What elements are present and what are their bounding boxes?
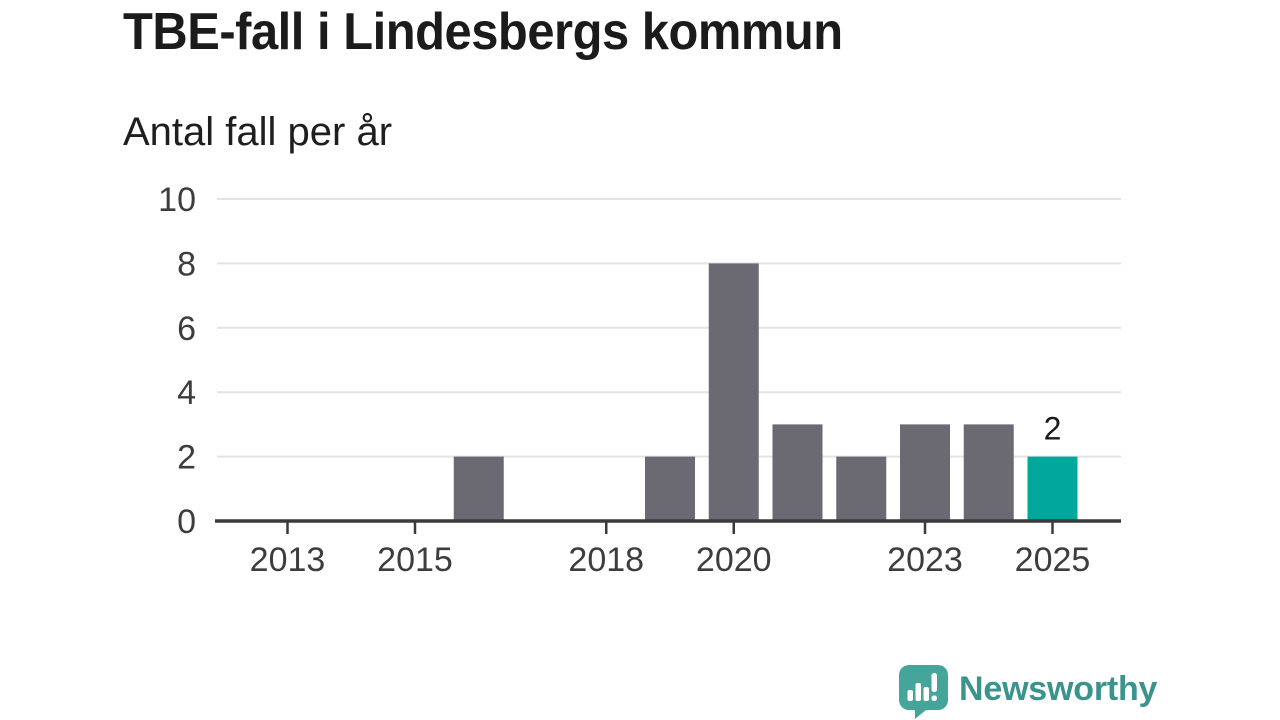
bar-2020 xyxy=(708,263,759,521)
x-axis-tick-label: 2015 xyxy=(377,541,453,579)
bar-2019 xyxy=(645,456,695,521)
bar-2022 xyxy=(836,456,887,521)
y-axis-tick-label: 10 xyxy=(158,181,196,219)
x-axis-tick-label: 2020 xyxy=(696,541,772,579)
bar-2023 xyxy=(900,424,950,521)
y-axis-tick-label: 8 xyxy=(177,245,196,283)
newsworthy-wordmark: Newsworthy xyxy=(959,670,1158,708)
bar-value-label: 2 xyxy=(1044,411,1062,447)
bar-2016 xyxy=(453,456,504,521)
chart-title: TBE-fall i Lindesbergs kommun xyxy=(123,3,843,61)
y-axis-tick-label: 6 xyxy=(177,310,196,348)
newsworthy-bubble-chart-icon xyxy=(899,665,948,719)
x-axis-tick-label: 2013 xyxy=(250,541,326,579)
chart-subtitle: Antal fall per år xyxy=(123,110,393,154)
x-axis-tick-label: 2018 xyxy=(568,541,644,579)
y-axis-tick-label: 4 xyxy=(177,374,196,412)
newsworthy-logo: Newsworthy xyxy=(899,665,1157,719)
bar-2021 xyxy=(772,424,823,521)
bar-highlighted-2025 xyxy=(1027,456,1078,521)
y-axis-tick-label: 0 xyxy=(177,503,196,541)
y-axis-tick-label: 2 xyxy=(177,439,196,477)
x-axis-tick-label: 2025 xyxy=(1015,541,1091,579)
x-axis-tick-label: 2023 xyxy=(887,541,963,579)
bar-2024 xyxy=(963,424,1014,521)
